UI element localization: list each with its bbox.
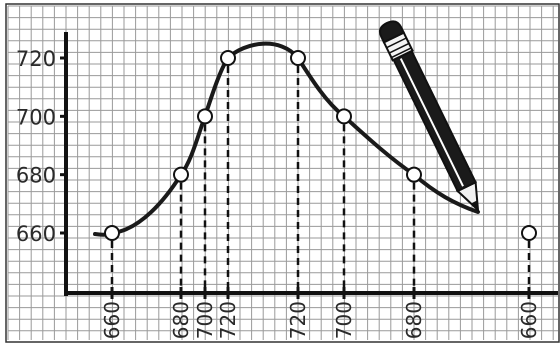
y-tick-label: 720: [16, 47, 56, 71]
data-point: [406, 166, 422, 183]
x-tick-label: 720: [216, 301, 240, 339]
x-tick-label: 660: [517, 301, 541, 339]
y-tick-label: 680: [16, 164, 56, 188]
data-point: [220, 50, 236, 66]
y-tick-label: 700: [16, 105, 56, 129]
data-point: [173, 166, 189, 183]
x-tick-label: 700: [332, 301, 356, 339]
x-tick-label: 720: [286, 301, 310, 339]
data-point: [336, 108, 352, 125]
x-tick-label: 680: [169, 301, 193, 339]
pencil-icon: [379, 20, 480, 213]
x-tick-label: 700: [193, 301, 217, 339]
x-tick-label: 680: [402, 301, 426, 339]
x-tick-label: 660: [100, 301, 124, 339]
data-point: [197, 108, 213, 125]
x-ticks: 660 680 700 720 720 700 680 660: [100, 287, 541, 339]
y-tick-label: 660: [16, 222, 56, 246]
data-point: [104, 225, 120, 241]
data-point: [290, 50, 306, 66]
guide-lines: [110, 66, 531, 293]
grid: [7, 5, 558, 340]
data-point: [521, 225, 537, 241]
y-ticks: 660 680 700 720: [16, 47, 68, 246]
data-points: [104, 50, 537, 241]
